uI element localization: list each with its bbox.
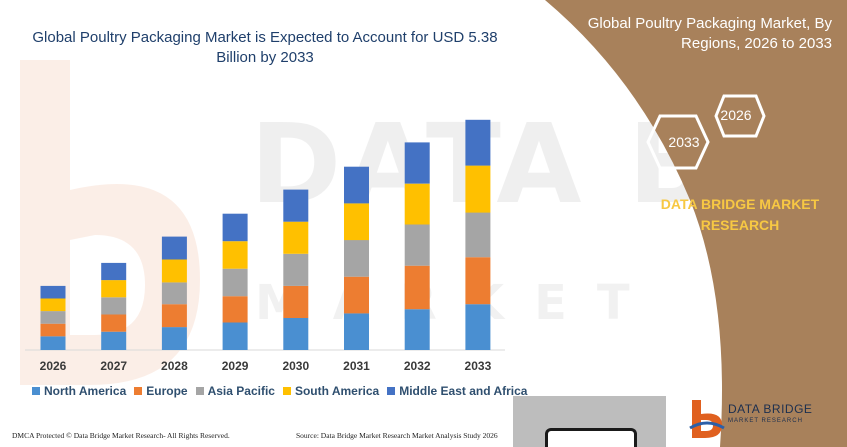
bar-2027-europe (101, 314, 127, 332)
x-tick-label: 2028 (161, 359, 188, 373)
legend-swatch (282, 387, 291, 395)
bar-2032-north-america (404, 309, 430, 350)
legend-swatch (134, 387, 143, 395)
x-tick-label: 2030 (282, 359, 309, 373)
bar-2026-north-america (40, 336, 66, 350)
legend-label: South America (294, 384, 380, 398)
bar-2029-europe (222, 296, 248, 323)
brand-line-2: RESEARCH (700, 217, 780, 233)
bar-2033-middle-east-and-africa (465, 119, 491, 166)
bar-2031-south-america (344, 203, 369, 241)
hexagon-group (646, 94, 766, 170)
bar-2026-asia-pacific (40, 311, 66, 324)
legend-item-europe: Europe (134, 384, 188, 398)
bar-2031-middle-east-and-africa (344, 166, 369, 204)
bar-2032-middle-east-and-africa (404, 142, 430, 184)
stacked-bar-chart: 2026 2027 2028 2029 2030 2031 2032 2033 (25, 119, 505, 373)
x-tick-label: 2033 (465, 359, 492, 373)
bar-2031-europe (344, 276, 369, 314)
bar-2028-north-america (161, 327, 187, 350)
bar-2027-middle-east-and-africa (101, 262, 127, 281)
bar-2031-asia-pacific (344, 240, 369, 277)
bar-2032-europe (404, 265, 430, 310)
bar-2028-europe (161, 304, 187, 328)
logo-name: DATA BRIDGE (728, 402, 813, 416)
legend-swatch (195, 387, 204, 395)
legend-item-asia-pacific: Asia Pacific (195, 384, 275, 398)
chart-title: Global Poultry Packaging Market is Expec… (32, 29, 498, 66)
hex-label-2026: 2026 (720, 107, 752, 123)
footer-copyright: DMCA Protected © Data Bridge Market Rese… (12, 431, 230, 440)
legend-label: Europe (146, 384, 188, 398)
bar-2028-asia-pacific (161, 282, 187, 305)
side-panel-title: Global Poultry Packaging Market, By Regi… (587, 15, 832, 52)
bar-2033-asia-pacific (465, 212, 491, 258)
legend-label: Asia Pacific (207, 384, 275, 398)
bar-2028-middle-east-and-africa (161, 236, 187, 260)
bar-2028-south-america (161, 259, 187, 283)
data-bridge-logo-icon (689, 400, 725, 438)
x-tick-label: 2032 (404, 359, 431, 373)
footer-source: Source: Data Bridge Market Research Mark… (296, 431, 498, 440)
bar-2029-north-america (222, 322, 248, 350)
brand-line-1: DATA BRIDGE MARKET (660, 196, 820, 212)
bar-2030-south-america (283, 221, 309, 254)
bar-2027-north-america (101, 331, 127, 350)
x-tick-label: 2026 (40, 359, 67, 373)
legend-item-middle-east-and-africa: Middle East and Africa (387, 384, 527, 398)
bar-2033-europe (465, 257, 491, 305)
bar-2026-south-america (40, 298, 66, 312)
bar-2033-south-america (465, 165, 491, 213)
hex-label-2033: 2033 (668, 134, 700, 150)
gray-box-inner (545, 428, 637, 447)
chart-legend: North America Europe Asia Pacific South Ame… (32, 384, 535, 398)
bar-2029-asia-pacific (222, 268, 248, 297)
x-tick-label: 2029 (222, 359, 249, 373)
bar-2033-north-america (465, 304, 491, 350)
bar-2026-middle-east-and-africa (40, 285, 66, 299)
legend-label: Middle East and Africa (399, 384, 528, 398)
bar-2029-south-america (222, 241, 248, 269)
legend-item-south-america: South America (282, 384, 380, 398)
logo-subtitle: MARKET RESEARCH (728, 418, 803, 424)
bar-2030-europe (283, 285, 309, 318)
hexagon-2026-icon (714, 94, 766, 138)
legend-swatch (387, 387, 396, 395)
legend-item-north-america: North America (32, 384, 126, 398)
bar-2032-asia-pacific (404, 224, 430, 266)
bar-2030-asia-pacific (283, 253, 309, 286)
bar-2027-south-america (101, 280, 127, 298)
bar-2029-middle-east-and-africa (222, 213, 248, 242)
bar-2027-asia-pacific (101, 297, 127, 315)
x-tick-label: 2027 (100, 359, 127, 373)
bar-2031-north-america (344, 313, 369, 350)
bar-2026-europe (40, 323, 66, 337)
x-tick-label: 2031 (343, 359, 370, 373)
watermark-subtext: MARKET (255, 275, 660, 331)
bar-2032-south-america (404, 183, 430, 225)
legend-swatch (32, 387, 40, 395)
bar-2030-middle-east-and-africa (283, 189, 309, 222)
legend-label: North America (44, 384, 127, 398)
bar-2030-north-america (283, 317, 309, 350)
side-panel-brand: DATA BRIDGE MARKET RESEARCH (645, 194, 835, 236)
hexagon-2033-icon (646, 114, 710, 170)
